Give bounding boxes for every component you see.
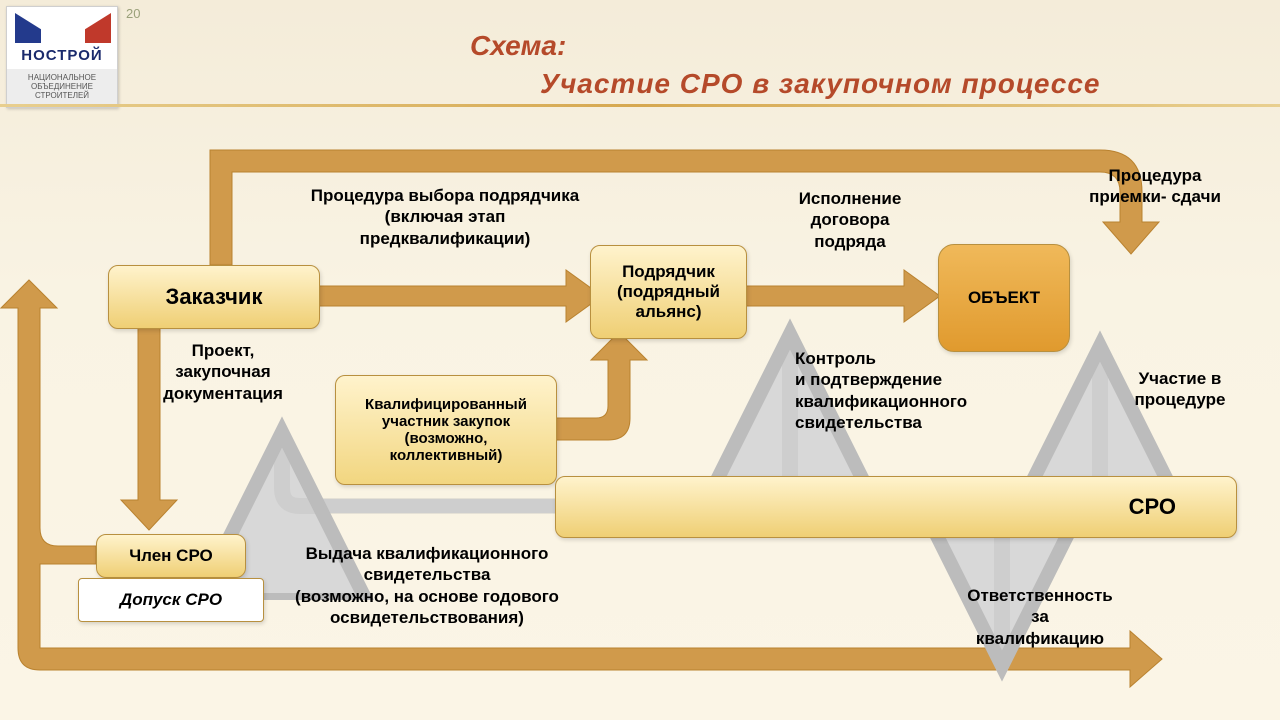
logo-brand: НОСТРОЙ <box>7 47 117 64</box>
node-customer: Заказчик <box>108 265 320 329</box>
node-customer-label: Заказчик <box>166 284 263 310</box>
arrow-cust-contractor <box>318 270 602 322</box>
label-exec: Исполнение договора подряда <box>770 188 930 252</box>
node-qualified: Квалифицированный участник закупок (возм… <box>335 375 557 485</box>
label-control: Контроль и подтверждение квалификационно… <box>795 348 1035 433</box>
node-object-label: ОБЪЕКТ <box>968 288 1040 308</box>
logo-subtitle: НАЦИОНАЛЬНОЕ ОБЪЕДИНЕНИЕ СТРОИТЕЛЕЙ <box>7 69 117 105</box>
node-contractor-label: Подрядчик (подрядный альянс) <box>617 262 720 322</box>
node-qualified-label: Квалифицированный участник закупок (возм… <box>365 396 527 464</box>
arrow-qualified-contractor <box>555 332 647 440</box>
node-object: ОБЪЕКТ <box>938 244 1070 352</box>
label-proc-select: Процедура выбора подрядчика (включая эта… <box>290 185 600 249</box>
title-rule <box>0 104 1280 107</box>
label-issue: Выдача квалификационного свидетельства (… <box>262 543 592 628</box>
diagram-stage: НОСТРОЙ НАЦИОНАЛЬНОЕ ОБЪЕДИНЕНИЕ СТРОИТЕ… <box>0 0 1280 720</box>
node-access-label: Допуск СРО <box>120 590 222 610</box>
node-sro-label: СРО <box>1129 494 1176 520</box>
title-line1: Схема: <box>470 28 566 63</box>
label-resp: Ответственность за квалификацию <box>930 585 1150 649</box>
page-number: 20 <box>126 6 140 21</box>
node-member: Член СРО <box>96 534 246 578</box>
title-line2: Участие СРО в закупочном процессе <box>540 66 1260 101</box>
label-participate: Участие в процедуре <box>1095 368 1265 411</box>
arrow-contractor-object <box>745 270 940 322</box>
label-accept: Процедура приемки- сдачи <box>1055 165 1255 208</box>
logo-nostroy: НОСТРОЙ НАЦИОНАЛЬНОЕ ОБЪЕДИНЕНИЕ СТРОИТЕ… <box>6 6 118 108</box>
label-project: Проект, закупочная документация <box>118 340 328 404</box>
node-member-label: Член СРО <box>129 546 213 566</box>
node-sro: СРО <box>555 476 1237 538</box>
node-contractor: Подрядчик (подрядный альянс) <box>590 245 747 339</box>
node-access: Допуск СРО <box>78 578 264 622</box>
